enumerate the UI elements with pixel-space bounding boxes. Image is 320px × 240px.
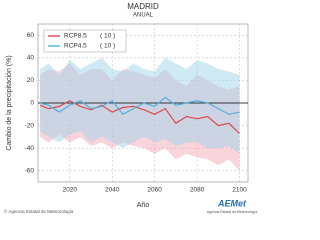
y-tick-label: -40	[25, 145, 35, 152]
y-axis-label: Cambio de la precipitación (%)	[6, 55, 13, 150]
x-tick-label: 2040	[105, 187, 120, 194]
y-tick-label: 60	[27, 32, 35, 39]
x-tick-label: 2060	[147, 187, 162, 194]
legend-label: RCP4.5	[64, 43, 87, 50]
logo-sub: Agencia Estatal de Meteorología	[207, 210, 258, 214]
y-tick-label: -20	[25, 122, 35, 129]
logo: AEMet	[217, 198, 247, 208]
series-line	[39, 100, 240, 134]
x-tick-label: 2100	[232, 187, 247, 194]
y-tick-label: 0	[30, 100, 34, 107]
y-tick-label: 20	[27, 77, 35, 84]
legend-count: ( 10 )	[100, 43, 115, 50]
chart-title: MADRID	[127, 2, 159, 11]
y-tick-label: -60	[25, 167, 35, 174]
x-axis-label: Año	[137, 202, 150, 209]
chart-subtitle: ANUAL	[133, 13, 154, 19]
legend-box	[43, 29, 127, 53]
page: MADRID ANUAL Año Cambio de la precipitac…	[4, 2, 258, 215]
legend-count: ( 10 )	[100, 33, 115, 40]
legend-label: RCP8.5	[64, 33, 87, 40]
x-tick-label: 2080	[190, 187, 205, 194]
y-tick-label: 40	[27, 55, 35, 62]
x-tick-label: 2020	[63, 187, 78, 194]
chart: MADRID ANUAL Año Cambio de la precipitac…	[4, 2, 258, 214]
series-line	[39, 96, 240, 116]
footer-credit: © Agencia Estatal de Meteorología	[4, 208, 74, 214]
